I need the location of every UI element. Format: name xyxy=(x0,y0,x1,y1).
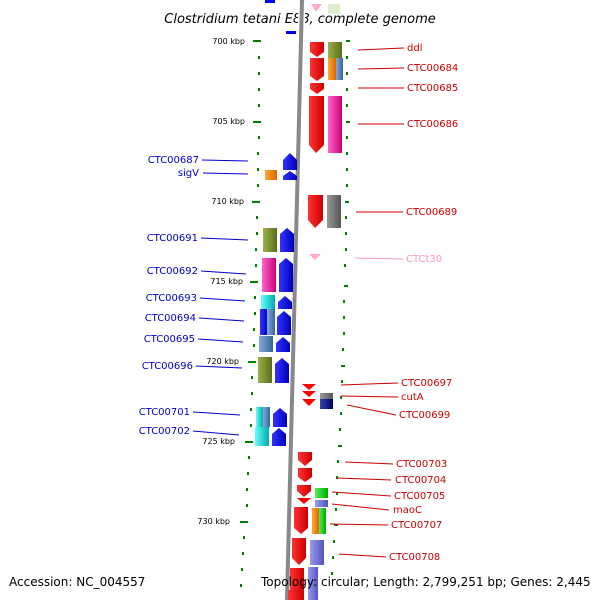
gene-label-CTC00689[interactable]: CTC00689 xyxy=(406,207,457,218)
tick-label: 705 kbp xyxy=(212,117,245,126)
gene-label-CTC00684[interactable]: CTC00684 xyxy=(407,63,458,74)
gene-label-sigV[interactable]: sigV xyxy=(178,168,199,179)
left-gene-labels xyxy=(192,159,249,436)
topology-text: Topology: circular; Length: 2,799,251 bp… xyxy=(260,575,591,589)
trna-leader xyxy=(354,257,404,260)
feature-left-top xyxy=(265,0,275,3)
reverse-strand-features xyxy=(255,153,297,446)
gene-label-CTC00701[interactable]: CTC00701 xyxy=(139,407,190,418)
gene-label-CTC00696[interactable]: CTC00696 xyxy=(142,361,193,372)
gene-label-CTC00691[interactable]: CTC00691 xyxy=(147,233,198,244)
accession-text: Accession: NC_004557 xyxy=(9,575,145,589)
gene-label-CTC00695[interactable]: CTC00695 xyxy=(144,334,195,345)
gene-label-CTC00697[interactable]: CTC00697 xyxy=(401,378,452,389)
gene-label-cutA[interactable]: cutA xyxy=(401,392,424,403)
tick-label: 725 kbp xyxy=(202,437,235,446)
gene-label-CTC00707[interactable]: CTC00707 xyxy=(391,520,442,531)
gene-label-CTC00703[interactable]: CTC00703 xyxy=(396,459,447,470)
gene-label-CTC00702[interactable]: CTC00702 xyxy=(139,426,190,437)
gene-label-CTC00699[interactable]: CTC00699 xyxy=(399,410,450,421)
tick-label: 710 kbp xyxy=(211,197,244,206)
feature-right-top xyxy=(311,4,322,12)
gene-label-CTC00693[interactable]: CTC00693 xyxy=(146,293,197,304)
gene-label-CTC00705[interactable]: CTC00705 xyxy=(394,491,445,502)
tick-label: 700 kbp xyxy=(212,37,245,46)
gene-label-maoC[interactable]: maoC xyxy=(393,505,422,516)
feature-left-top-2 xyxy=(286,31,296,34)
backbone xyxy=(285,0,304,600)
right-tick-track xyxy=(331,40,350,575)
gene-label-CTC00692[interactable]: CTC00692 xyxy=(147,266,198,277)
tick-label: 720 kbp xyxy=(206,357,239,366)
forward-strand-features xyxy=(288,42,343,600)
gene-label-CTC00694[interactable]: CTC00694 xyxy=(145,313,196,324)
scale-ticks: 700 kbp 705 kbp 710 kbp 715 kbp 720 kbp … xyxy=(197,37,261,526)
tick-label: 715 kbp xyxy=(210,277,243,286)
left-tick-track xyxy=(240,56,260,587)
gene-label-CTC00687[interactable]: CTC00687 xyxy=(148,155,199,166)
right-gene-labels xyxy=(329,47,405,558)
gene-label-CTC00686[interactable]: CTC00686 xyxy=(407,119,458,130)
feature-right-top-2 xyxy=(328,4,340,14)
gene-label-CTCt30[interactable]: CTCt30 xyxy=(406,254,442,265)
gene-label-CTC00704[interactable]: CTC00704 xyxy=(395,475,446,486)
gene-label-ddl[interactable]: ddl xyxy=(407,43,422,54)
gene-label-CTC00685[interactable]: CTC00685 xyxy=(407,83,458,94)
gene-label-CTC00708[interactable]: CTC00708 xyxy=(389,552,440,563)
tick-label: 730 kbp xyxy=(197,517,230,526)
